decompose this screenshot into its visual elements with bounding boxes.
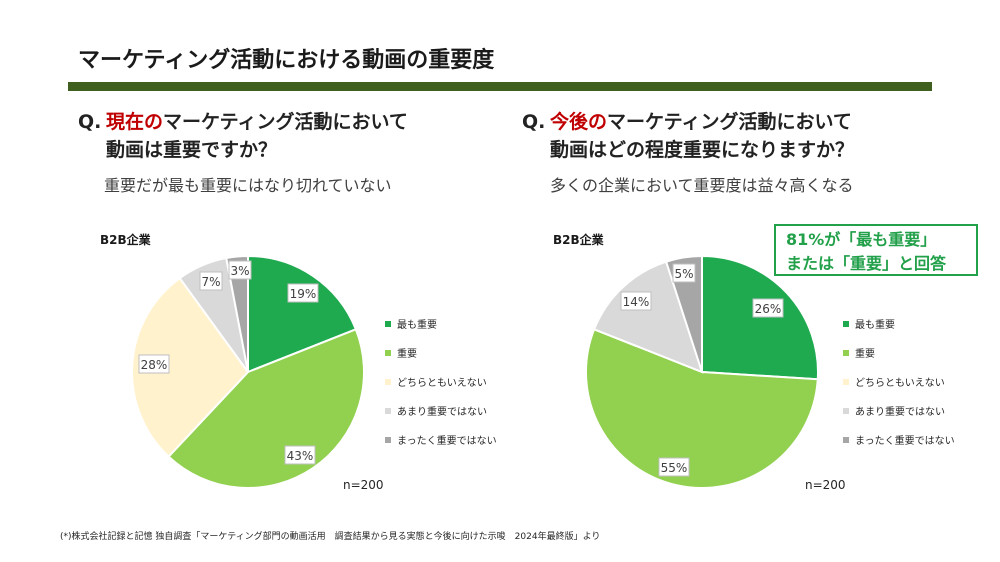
right-legend-swatch-0 bbox=[843, 321, 849, 327]
svg-text:5%: 5% bbox=[674, 267, 693, 281]
right-legend-label-4: まったく重要ではない bbox=[855, 434, 955, 447]
right-data-label-0: 26% bbox=[752, 298, 784, 318]
right-legend-swatch-1 bbox=[843, 350, 849, 356]
left-subtitle: 重要だが最も重要にはなり切れていない bbox=[104, 176, 392, 195]
right-pie-slice-0 bbox=[701, 254, 819, 381]
right-question-line2: 動画はどの程度重要になりますか？ bbox=[550, 139, 855, 161]
footnote: (*)株式会社記録と記憶 独自調査「マーケティング部門の動画活用 調査結果から見… bbox=[60, 532, 601, 542]
left-question-line2: 動画は重要ですか？ bbox=[106, 139, 278, 161]
svg-text:14%: 14% bbox=[623, 295, 650, 309]
callout-box: 81%が「最も重要」 または「重要」と回答 bbox=[774, 224, 978, 276]
callout-line1: 81%が「最も重要」 bbox=[786, 230, 937, 249]
svg-text:28%: 28% bbox=[141, 358, 168, 372]
right-data-label-1: 55% bbox=[658, 457, 690, 477]
left-question-prefix: Q. bbox=[78, 111, 102, 133]
left-data-label-0: 19% bbox=[287, 283, 319, 303]
right-question: Q. 今後のマーケティング活動において 動画はどの程度重要になりますか？ bbox=[522, 108, 854, 164]
right-sample-size: n=200 bbox=[805, 478, 846, 492]
right-chart-title: B2B企業 bbox=[553, 233, 604, 247]
right-legend-swatch-4 bbox=[843, 437, 849, 443]
left-legend-label-2: どちらともいえない bbox=[397, 377, 487, 389]
right-question-text: マーケティング活動において bbox=[607, 111, 852, 133]
left-legend-swatch-1 bbox=[385, 350, 391, 356]
left-pie-slice-4 bbox=[225, 254, 249, 373]
left-sample-size: n=200 bbox=[343, 478, 384, 492]
left-data-label-4: 3% bbox=[228, 260, 252, 280]
right-data-label-4: 5% bbox=[672, 263, 696, 283]
left-data-label-2: 28% bbox=[138, 354, 170, 374]
left-legend-swatch-2 bbox=[385, 379, 391, 385]
right-data-label-3: 14% bbox=[620, 291, 652, 311]
right-question-highlight: 今後の bbox=[550, 111, 608, 133]
left-legend-swatch-4 bbox=[385, 437, 391, 443]
svg-text:43%: 43% bbox=[287, 449, 314, 463]
left-legend-swatch-0 bbox=[385, 321, 391, 327]
left-legend-label-0: 最も重要 bbox=[397, 318, 437, 331]
left-pie-slice-2 bbox=[131, 276, 250, 458]
left-chart-title: B2B企業 bbox=[100, 233, 151, 247]
page-title: マーケティング活動における動画の重要度 bbox=[78, 48, 495, 73]
svg-text:55%: 55% bbox=[661, 461, 688, 475]
callout-line2: または「重要」と回答 bbox=[786, 254, 947, 273]
right-legend-label-0: 最も重要 bbox=[855, 318, 895, 331]
left-question: Q. 現在のマーケティング活動において 動画は重要ですか？ bbox=[78, 108, 408, 164]
right-subtitle: 多くの企業において重要度は益々高くなる bbox=[550, 176, 854, 195]
right-pie-slice-1 bbox=[585, 327, 819, 489]
right-question-prefix: Q. bbox=[522, 111, 546, 133]
left-data-label-1: 43% bbox=[284, 445, 316, 465]
right-legend-label-3: あまり重要ではない bbox=[855, 405, 945, 418]
svg-text:19%: 19% bbox=[290, 287, 317, 301]
title-underline-bar bbox=[68, 82, 932, 91]
left-data-label-3: 7% bbox=[199, 271, 223, 291]
svg-text:26%: 26% bbox=[755, 302, 782, 316]
svg-text:3%: 3% bbox=[230, 264, 249, 278]
left-legend-label-1: 重要 bbox=[397, 347, 417, 360]
left-legend-label-3: あまり重要ではない bbox=[397, 405, 487, 418]
left-question-text: マーケティング活動において bbox=[163, 111, 408, 133]
svg-text:7%: 7% bbox=[201, 275, 220, 289]
right-legend-label-1: 重要 bbox=[855, 347, 875, 360]
right-legend-swatch-2 bbox=[843, 379, 849, 385]
left-legend-swatch-3 bbox=[385, 408, 391, 414]
left-question-highlight: 現在の bbox=[106, 111, 164, 133]
right-pie-slice-4 bbox=[664, 254, 703, 373]
left-pie-slice-0 bbox=[247, 254, 358, 374]
left-legend-label-4: まったく重要ではない bbox=[397, 434, 497, 447]
right-legend-label-2: どちらともいえない bbox=[855, 377, 945, 389]
right-legend-swatch-3 bbox=[843, 408, 849, 414]
